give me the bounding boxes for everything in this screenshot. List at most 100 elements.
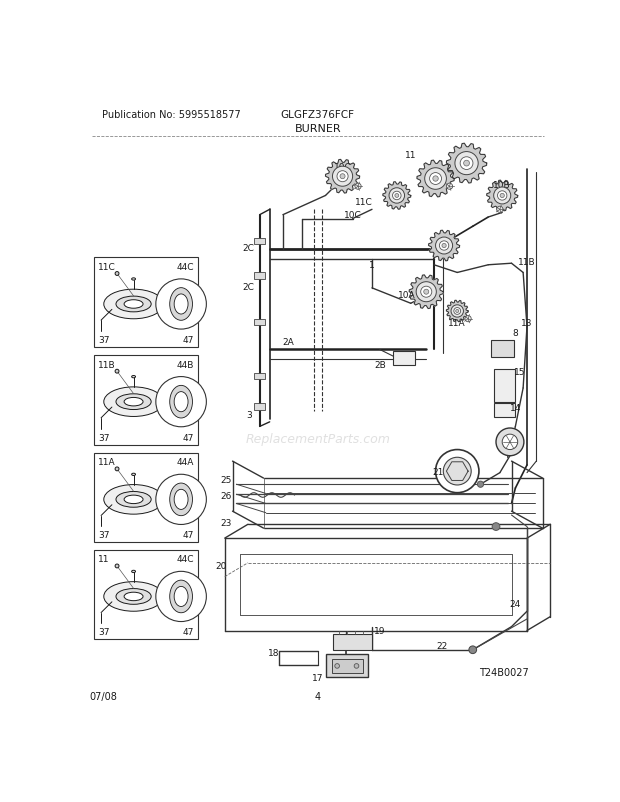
Circle shape	[500, 194, 504, 198]
Bar	[94, 453, 198, 543]
Text: 11C: 11C	[98, 262, 116, 272]
Circle shape	[355, 184, 361, 190]
Bar	[334, 634, 372, 650]
Polygon shape	[326, 160, 360, 194]
Text: ReplacementParts.com: ReplacementParts.com	[246, 432, 390, 445]
Text: 4: 4	[315, 691, 321, 702]
Circle shape	[446, 184, 453, 190]
Circle shape	[433, 176, 438, 182]
Text: 44B: 44B	[176, 360, 193, 369]
Text: T24B0027: T24B0027	[479, 666, 529, 677]
Circle shape	[335, 664, 340, 668]
Bar	[326, 654, 368, 678]
Text: 20: 20	[215, 561, 226, 570]
Circle shape	[156, 475, 206, 525]
Circle shape	[502, 435, 518, 450]
Circle shape	[423, 290, 429, 295]
Ellipse shape	[104, 485, 163, 515]
Polygon shape	[446, 301, 468, 322]
Text: 37: 37	[98, 531, 110, 540]
Text: 2A: 2A	[283, 338, 294, 346]
Text: 23: 23	[221, 519, 232, 528]
Ellipse shape	[115, 370, 119, 374]
Bar	[94, 258, 198, 347]
Bar	[254, 238, 265, 245]
Ellipse shape	[174, 294, 188, 314]
Circle shape	[494, 188, 511, 205]
Circle shape	[492, 523, 500, 531]
Text: 47: 47	[182, 335, 193, 345]
Text: 37: 37	[98, 433, 110, 442]
Ellipse shape	[115, 272, 119, 276]
Circle shape	[332, 167, 353, 187]
Bar	[332, 659, 363, 673]
Ellipse shape	[170, 288, 192, 321]
Text: 2B: 2B	[374, 361, 386, 370]
Circle shape	[156, 280, 206, 330]
Circle shape	[156, 572, 206, 622]
Text: 11: 11	[98, 555, 110, 564]
Circle shape	[451, 306, 463, 318]
Ellipse shape	[115, 565, 119, 568]
Text: 11: 11	[405, 151, 417, 160]
Ellipse shape	[174, 587, 188, 607]
Text: 13: 13	[521, 318, 533, 327]
Bar	[495, 370, 515, 403]
Text: 11B: 11B	[98, 360, 116, 369]
Ellipse shape	[104, 290, 163, 319]
Text: 10B: 10B	[494, 181, 511, 190]
Text: BURNER: BURNER	[294, 124, 341, 133]
Bar	[495, 404, 515, 418]
Text: 47: 47	[182, 628, 193, 637]
Text: Publication No: 5995518577: Publication No: 5995518577	[102, 110, 241, 119]
Circle shape	[454, 308, 461, 315]
Ellipse shape	[131, 474, 136, 476]
Circle shape	[456, 310, 459, 313]
Ellipse shape	[124, 301, 143, 309]
Text: 10A: 10A	[398, 290, 415, 299]
Circle shape	[421, 287, 432, 298]
Circle shape	[416, 282, 436, 302]
Text: 11B: 11B	[518, 258, 536, 267]
Circle shape	[395, 194, 399, 198]
Text: 10C: 10C	[334, 163, 352, 172]
Text: 24: 24	[510, 599, 521, 608]
Ellipse shape	[170, 386, 192, 419]
Circle shape	[430, 173, 441, 185]
Text: 44A: 44A	[176, 458, 193, 467]
Bar	[254, 273, 265, 279]
Circle shape	[435, 450, 479, 493]
Circle shape	[469, 646, 477, 654]
Text: 25: 25	[221, 476, 232, 484]
Ellipse shape	[115, 468, 119, 472]
Text: 37: 37	[98, 628, 110, 637]
Bar	[393, 351, 415, 366]
Circle shape	[340, 175, 345, 180]
Text: 07/08: 07/08	[89, 691, 117, 702]
Ellipse shape	[124, 398, 143, 407]
Bar	[490, 341, 514, 358]
Polygon shape	[428, 231, 459, 261]
Circle shape	[443, 458, 471, 485]
Polygon shape	[383, 183, 410, 210]
Circle shape	[337, 172, 348, 183]
Ellipse shape	[116, 492, 151, 508]
Text: 10C: 10C	[343, 211, 361, 220]
Circle shape	[497, 207, 503, 213]
Circle shape	[442, 244, 446, 249]
Circle shape	[354, 664, 359, 668]
Ellipse shape	[124, 496, 143, 504]
Ellipse shape	[131, 278, 136, 281]
Text: 11A: 11A	[98, 458, 116, 467]
Text: GLGFZ376FCF: GLGFZ376FCF	[281, 110, 355, 119]
Circle shape	[425, 168, 446, 190]
Ellipse shape	[104, 387, 163, 417]
Text: 1: 1	[369, 261, 375, 270]
Ellipse shape	[116, 395, 151, 410]
Ellipse shape	[174, 392, 188, 412]
Ellipse shape	[124, 593, 143, 601]
Text: 8: 8	[513, 329, 518, 338]
Ellipse shape	[116, 297, 151, 313]
Text: 26: 26	[221, 492, 232, 500]
Circle shape	[464, 161, 469, 167]
